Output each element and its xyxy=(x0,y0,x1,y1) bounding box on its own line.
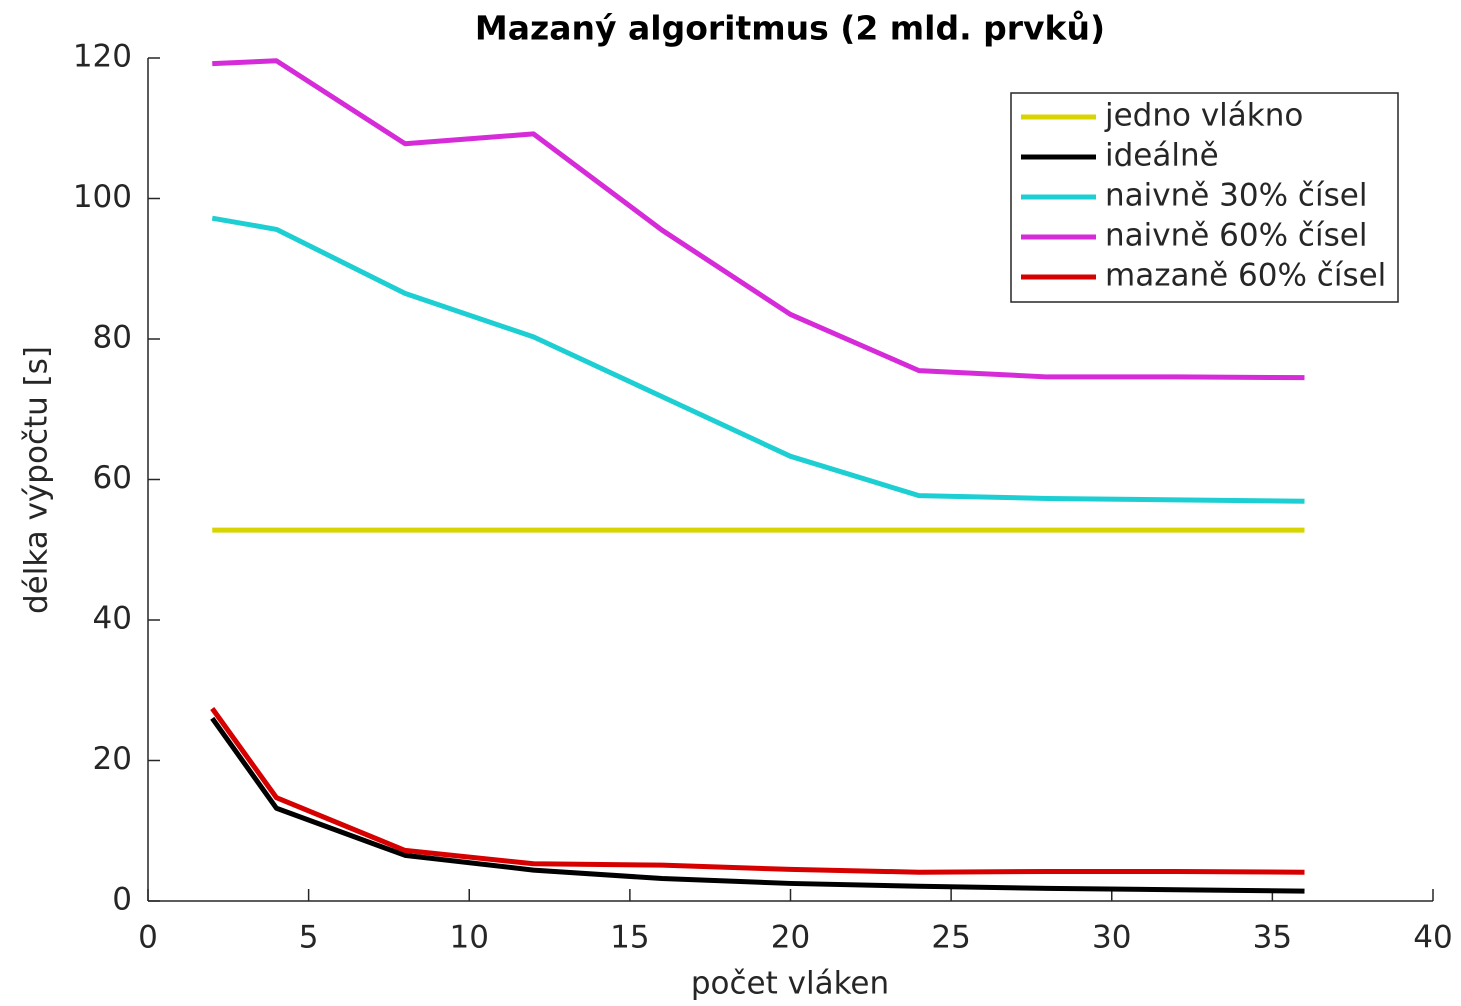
y-tick-label: 60 xyxy=(93,460,132,496)
y-tick-label: 80 xyxy=(93,320,132,356)
y-tick-label: 100 xyxy=(73,179,132,215)
x-tick-label: 35 xyxy=(1253,920,1292,956)
y-tick-label: 0 xyxy=(112,882,132,918)
y-axis-label: délka výpočtu [s] xyxy=(19,346,55,614)
chart-title: Mazaný algoritmus (2 mld. prvků) xyxy=(475,9,1105,48)
legend-label: naivně 60% čísel xyxy=(1105,218,1367,254)
legend-label: ideálně xyxy=(1105,138,1219,174)
series-line xyxy=(210,716,1305,894)
x-tick-label: 10 xyxy=(450,920,489,956)
series-line xyxy=(212,58,1305,381)
x-tick-label: 25 xyxy=(931,920,970,956)
y-tick-label: 120 xyxy=(73,39,132,75)
series-line xyxy=(210,707,1305,875)
y-tick-label: 40 xyxy=(93,601,132,637)
legend-label: jedno vlákno xyxy=(1104,98,1303,134)
series-line xyxy=(211,215,1305,504)
y-tick-label: 20 xyxy=(93,741,132,777)
x-tick-label: 0 xyxy=(138,920,158,956)
legend-label: naivně 30% čísel xyxy=(1105,178,1367,214)
x-axis-label: počet vláken xyxy=(691,966,889,1002)
x-tick-label: 5 xyxy=(299,920,319,956)
x-tick-label: 15 xyxy=(610,920,649,956)
x-tick-label: 30 xyxy=(1092,920,1131,956)
x-tick-label: 40 xyxy=(1413,920,1452,956)
legend-label: mazaně 60% čísel xyxy=(1105,258,1386,294)
x-tick-label: 20 xyxy=(771,920,810,956)
